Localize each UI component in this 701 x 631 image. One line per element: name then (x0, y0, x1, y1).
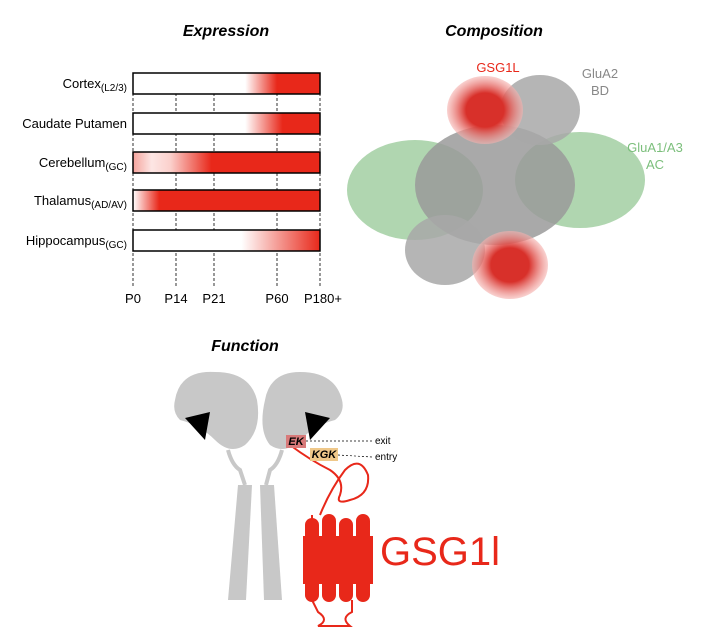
timepoint-label: P60 (265, 291, 288, 306)
expression-bar (132, 189, 321, 212)
row-label-subscript: (GC) (105, 240, 127, 251)
row-label: Hippocampus(GC) (26, 233, 127, 251)
structure-label: GluA1/A3 (627, 140, 683, 155)
structure-label: BD (591, 83, 609, 98)
row-label: Thalamus(AD/AV) (34, 193, 127, 211)
structure-label: AC (646, 157, 664, 172)
timeline-guides (132, 73, 321, 288)
timepoint-label: P180+ (304, 291, 342, 306)
timepoint-label: P0 (125, 291, 141, 306)
expression-bar (132, 151, 321, 174)
timepoint-label: P21 (202, 291, 225, 306)
structure-label: GluA2 (582, 66, 618, 81)
structure-image (347, 75, 645, 299)
pocket (305, 412, 330, 440)
row-label: Caudate Putamen (22, 116, 127, 131)
row-label-main: Caudate Putamen (22, 116, 127, 131)
arrow-label: exit (375, 436, 391, 447)
row-label: Cerebellum(GC) (39, 155, 127, 173)
panel-title: Function (211, 338, 279, 355)
protein-label: GSG1l (380, 530, 500, 574)
row-label-subscript: (L2/3) (101, 83, 127, 94)
panel-title: Expression (183, 23, 269, 40)
row-label-main: Cortex (63, 76, 102, 91)
row-label-main: Hippocampus (26, 233, 106, 248)
motif: KGK (312, 449, 338, 461)
expression-bar (132, 229, 321, 252)
panel-title: Composition (445, 23, 543, 40)
gsg1l-chain (289, 444, 370, 627)
linker (226, 449, 284, 486)
expression-bars: Cortex(L2/3)Caudate PutamenCerebellum(GC… (22, 72, 342, 306)
row-label-main: Thalamus (34, 193, 92, 208)
arrow-label: entry (375, 452, 397, 463)
row-label-main: Cerebellum (39, 155, 105, 170)
dashed-line (337, 454, 373, 458)
helices (303, 514, 373, 602)
row-label-subscript: (AD/AV) (91, 200, 127, 211)
pocket (185, 412, 210, 440)
motif: EK (288, 436, 304, 448)
timepoint-label: P14 (164, 291, 187, 306)
motif-box (310, 448, 338, 461)
receptor-cartoon (174, 371, 343, 600)
row-label-subscript: (GC) (105, 162, 127, 173)
row-label: Cortex(L2/3) (63, 76, 127, 94)
expression-bar (132, 112, 321, 135)
expression-bar (132, 72, 321, 95)
structure-label: GSG1L (476, 60, 519, 75)
motif-box (286, 435, 306, 448)
